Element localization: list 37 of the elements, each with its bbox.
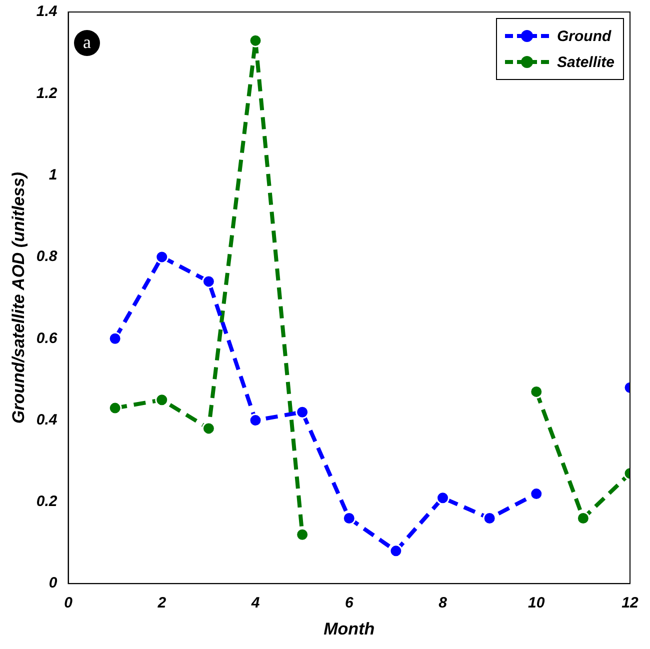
point (155, 393, 169, 407)
point (530, 384, 544, 398)
x-tick-label: 8 (438, 594, 448, 612)
point (202, 274, 216, 288)
x-tick-label: 6 (344, 594, 354, 612)
point (202, 422, 216, 436)
y-tick-label: 0.8 (36, 248, 58, 266)
point (248, 414, 262, 428)
point (108, 332, 122, 346)
point (482, 512, 496, 526)
y-tick-label: 1 (48, 166, 58, 184)
y-tick-label: 1.4 (36, 3, 58, 20)
x-tick-label: 0 (64, 594, 74, 612)
point (248, 34, 262, 48)
x-axis-title: Month (324, 619, 375, 638)
y-tick-label: 0.2 (36, 493, 58, 510)
point (296, 405, 310, 419)
point (576, 512, 590, 526)
annotation: a (74, 30, 100, 56)
x-tick-label: 4 (250, 594, 260, 612)
x-tick-label: 10 (528, 594, 546, 612)
point (296, 528, 310, 542)
legend-label: Ground (557, 28, 612, 44)
point (436, 491, 450, 505)
point (108, 401, 122, 415)
x-tick-label: 12 (622, 594, 639, 612)
y-tick-label: 0.6 (36, 330, 58, 347)
legend-label: Satellite (557, 54, 615, 70)
y-tick-label: 0.4 (36, 411, 58, 428)
point (342, 512, 356, 526)
x-tick-label: 2 (156, 594, 167, 612)
point (389, 544, 403, 558)
y-axis-title: Ground/satellite AOD (unitless) (8, 172, 28, 424)
y-tick-label: 0 (48, 574, 58, 592)
point (155, 250, 169, 264)
y-tick-label: 1.2 (36, 84, 58, 102)
point (530, 487, 544, 501)
